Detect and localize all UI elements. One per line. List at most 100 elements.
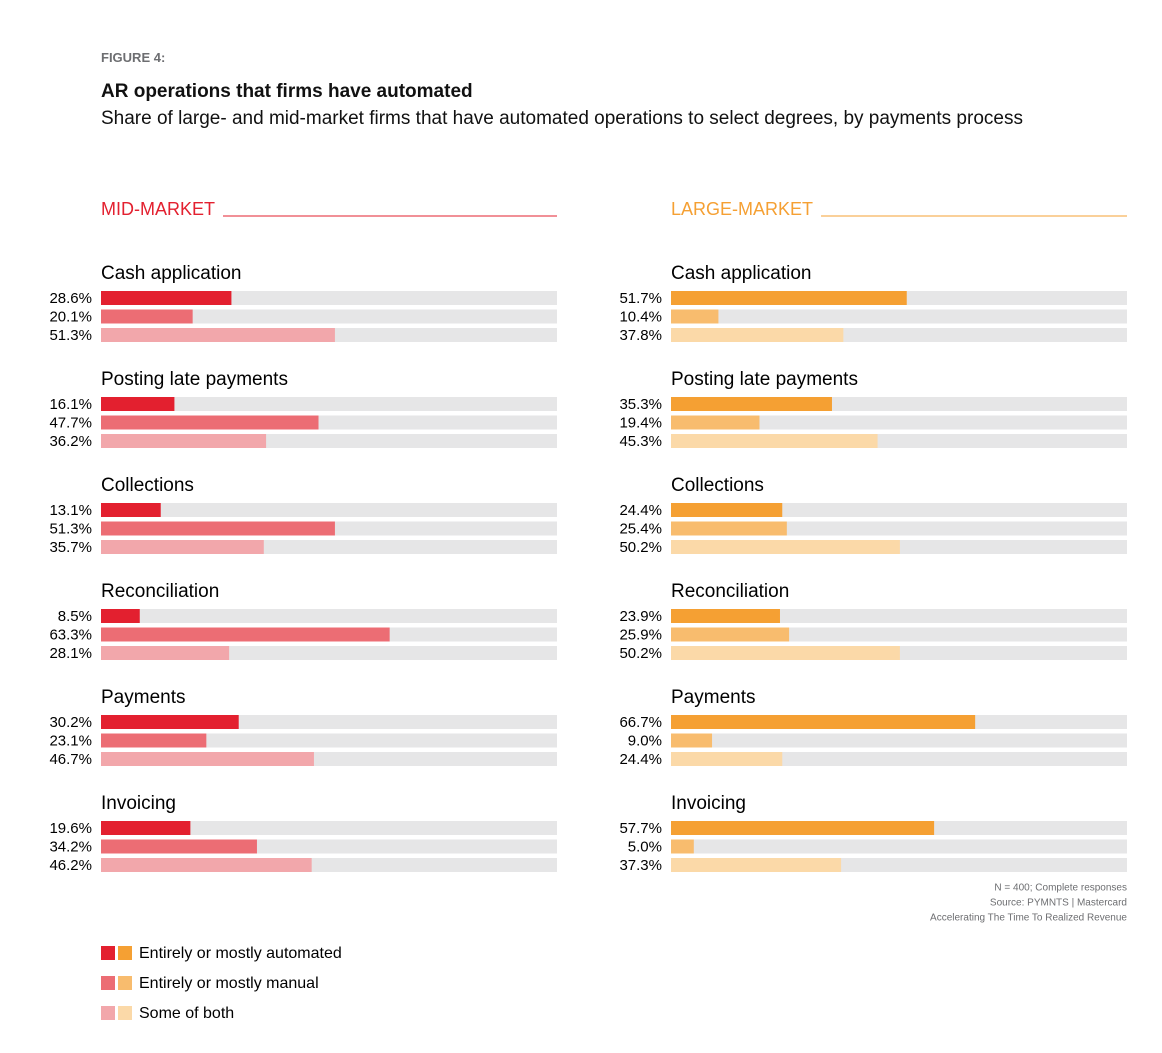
value-label: 5.0% [628, 838, 662, 855]
value-label: 10.4% [619, 308, 662, 325]
value-label: 57.7% [619, 820, 662, 837]
bar [671, 503, 783, 517]
panel-title: LARGE-MARKET [671, 199, 813, 219]
value-label: 51.3% [49, 520, 92, 537]
track [101, 733, 557, 748]
group-label: Reconciliation [671, 581, 789, 602]
value-label: 24.4% [619, 502, 662, 519]
bar [671, 858, 842, 872]
value-label: 28.1% [49, 645, 92, 662]
bar [671, 291, 907, 305]
bar [101, 733, 207, 748]
bar [101, 609, 140, 623]
value-label: 19.6% [49, 820, 92, 837]
bar [101, 752, 314, 766]
track [671, 839, 1127, 854]
bar [101, 839, 257, 854]
track [101, 397, 557, 411]
bar [671, 328, 844, 342]
group-label: Reconciliation [101, 581, 219, 602]
legend-label: Some of both [139, 1005, 234, 1022]
track [671, 503, 1127, 517]
bar [101, 291, 232, 305]
group-label: Collections [671, 475, 764, 496]
value-label: 13.1% [49, 502, 92, 519]
bar [671, 839, 694, 854]
legend-label: Entirely or mostly manual [139, 975, 319, 992]
bar [101, 646, 230, 660]
bar [671, 415, 760, 430]
bar [671, 715, 976, 729]
bar [671, 646, 900, 660]
value-label: 50.2% [619, 645, 662, 662]
value-label: 20.1% [49, 308, 92, 325]
legend-swatch [101, 1006, 115, 1020]
value-label: 37.8% [619, 327, 662, 344]
note: N = 400; Complete responses [994, 883, 1127, 894]
value-label: 63.3% [49, 626, 92, 643]
track [671, 733, 1127, 748]
value-label: 35.3% [619, 396, 662, 413]
value-label: 35.7% [49, 539, 92, 556]
bar [101, 627, 390, 642]
value-label: 24.4% [619, 751, 662, 768]
legend-swatch [101, 976, 115, 990]
bar [101, 821, 191, 835]
track [671, 309, 1127, 324]
value-label: 46.7% [49, 751, 92, 768]
track [101, 503, 557, 517]
group-label: Posting late payments [671, 369, 858, 390]
group-label: Payments [671, 687, 755, 708]
value-label: 16.1% [49, 396, 92, 413]
legend-label: Entirely or mostly automated [139, 945, 342, 962]
bar [671, 627, 790, 642]
group-label: Posting late payments [101, 369, 288, 390]
value-label: 25.4% [619, 520, 662, 537]
value-label: 23.1% [49, 732, 92, 749]
bar [101, 521, 335, 536]
value-label: 34.2% [49, 838, 92, 855]
bar [101, 415, 319, 430]
panel-title: MID-MARKET [101, 199, 215, 219]
track [671, 609, 1127, 623]
track [101, 309, 557, 324]
value-label: 9.0% [628, 732, 662, 749]
bar [101, 328, 335, 342]
value-label: 19.4% [619, 414, 662, 431]
value-label: 66.7% [619, 714, 662, 731]
bar [671, 434, 878, 448]
bar [101, 434, 267, 448]
value-label: 51.7% [619, 290, 662, 307]
track [671, 752, 1127, 766]
bar [101, 503, 161, 517]
bar [101, 858, 312, 872]
value-label: 36.2% [49, 433, 92, 450]
bar [671, 733, 713, 748]
group-label: Invoicing [101, 793, 176, 814]
figure-label: FIGURE 4: [101, 50, 166, 65]
subtitle: Share of large- and mid-market firms tha… [101, 108, 1023, 129]
value-label: 8.5% [58, 608, 92, 625]
bar [671, 309, 719, 324]
track [101, 821, 557, 835]
track [671, 415, 1127, 430]
bar [671, 397, 832, 411]
value-label: 28.6% [49, 290, 92, 307]
value-label: 51.3% [49, 327, 92, 344]
value-label: 47.7% [49, 414, 92, 431]
bar [101, 715, 239, 729]
bar [671, 540, 900, 554]
bar [671, 521, 787, 536]
group-label: Invoicing [671, 793, 746, 814]
value-label: 45.3% [619, 433, 662, 450]
bar [671, 821, 935, 835]
bar [671, 609, 780, 623]
note: Source: PYMNTS | Mastercard [990, 898, 1127, 909]
legend-swatch [118, 1006, 132, 1020]
legend-swatch [118, 976, 132, 990]
value-label: 23.9% [619, 608, 662, 625]
track [101, 609, 557, 623]
value-label: 50.2% [619, 539, 662, 556]
